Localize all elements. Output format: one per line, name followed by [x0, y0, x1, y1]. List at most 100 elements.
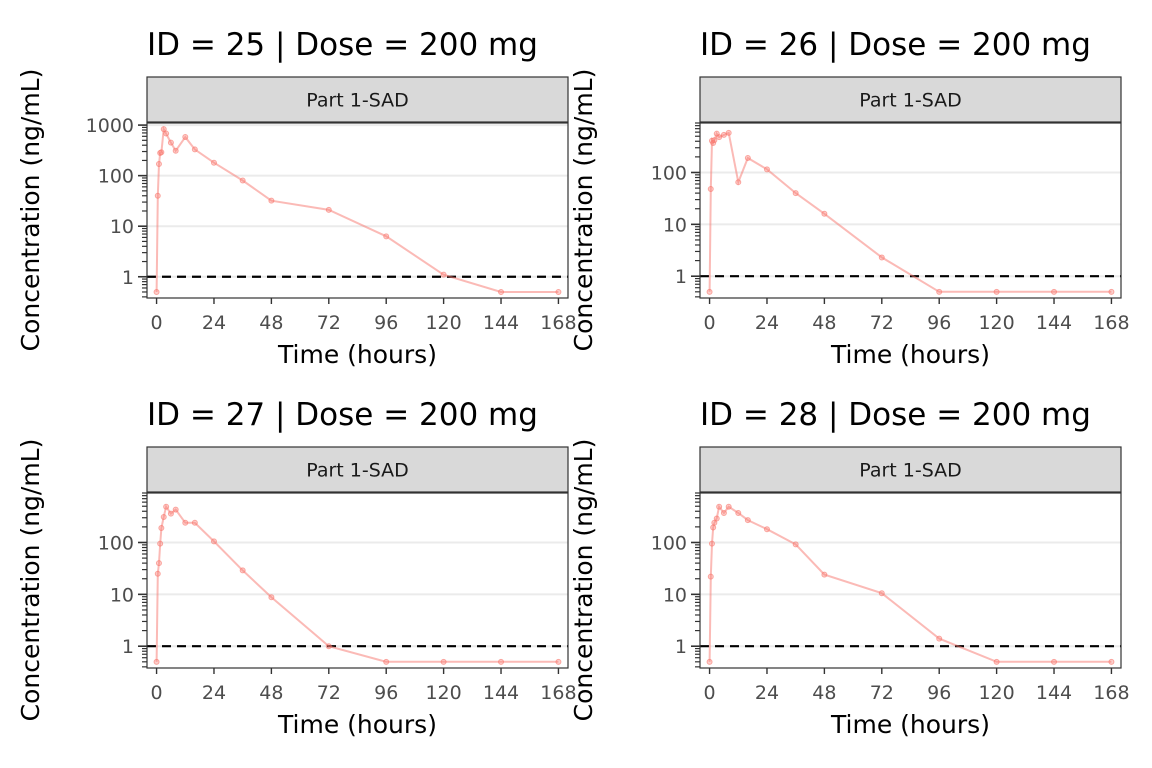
x-tick-label: 24 [755, 312, 779, 334]
data-point [735, 510, 742, 517]
x-tick-label: 24 [202, 682, 226, 704]
data-point [720, 510, 727, 517]
series-line [708, 504, 1112, 663]
data-point [555, 658, 562, 665]
data-point [440, 658, 447, 665]
x-tick-label: 24 [755, 682, 779, 704]
data-point [167, 510, 174, 517]
panel-3: ID = 27 | Dose = 200 mg Part 1-SAD 1 10 100 0… [16, 397, 577, 739]
data-point [155, 560, 162, 567]
data-point [993, 658, 1000, 665]
x-tick-label: 168 [540, 312, 576, 334]
plot-border [699, 492, 1122, 669]
data-point [706, 288, 713, 295]
y-axis-title: Concentration (ng/mL) [16, 439, 45, 722]
facet-strip-label: Part 1-SAD [306, 90, 409, 112]
x-tick-label: 48 [812, 682, 836, 704]
series-line [155, 125, 559, 293]
data-point [163, 130, 170, 137]
y-tick-label: 100 [98, 532, 134, 554]
data-point [711, 137, 718, 144]
data-point [763, 166, 770, 173]
data-point [325, 643, 332, 650]
data-point [713, 515, 720, 522]
x-tick-label: 96 [927, 312, 951, 334]
x-tick-label: 72 [870, 682, 894, 704]
data-point [172, 506, 179, 513]
data-point [1051, 288, 1058, 295]
data-point [268, 594, 275, 601]
data-point [707, 573, 714, 580]
data-point [708, 540, 715, 547]
x-tick-label: 144 [483, 312, 519, 334]
data-point [744, 517, 751, 524]
data-point [716, 134, 723, 141]
x-tick-label: 120 [425, 682, 461, 704]
y-tick-label: 1 [122, 636, 134, 658]
y-tick-label: 1 [122, 267, 134, 289]
x-tick-label: 0 [704, 682, 716, 704]
data-point [555, 288, 562, 295]
x-tick-label: 72 [317, 682, 341, 704]
x-tick-label: 144 [1036, 312, 1072, 334]
data-point [160, 514, 167, 521]
data-point [158, 525, 165, 532]
data-point [735, 179, 742, 186]
data-point [936, 288, 943, 295]
data-point [155, 160, 162, 167]
data-point [160, 126, 167, 133]
plot-border [699, 122, 1122, 299]
data-point [154, 570, 161, 577]
data-point [706, 658, 713, 665]
x-axis-title: Time (hours) [277, 710, 437, 739]
facet-strip-label: Part 1-SAD [859, 90, 962, 112]
x-tick-label: 168 [1093, 682, 1129, 704]
data-point [157, 540, 164, 547]
data-point [172, 147, 179, 154]
x-tick-label: 48 [259, 312, 283, 334]
data-point [763, 526, 770, 533]
x-tick-label: 96 [927, 682, 951, 704]
data-point [167, 139, 174, 146]
y-axis-title: Concentration (ng/mL) [16, 69, 45, 352]
data-point [383, 658, 390, 665]
data-point [1108, 658, 1115, 665]
x-axis-title: Time (hours) [830, 710, 990, 739]
facet-strip-label: Part 1-SAD [859, 460, 962, 482]
x-tick-label: 168 [540, 682, 576, 704]
data-point [725, 129, 732, 136]
x-tick-label: 96 [374, 312, 398, 334]
y-tick-label: 100 [651, 162, 687, 184]
x-tick-label: 168 [1093, 312, 1129, 334]
data-point [716, 503, 723, 510]
panel-title: ID = 27 | Dose = 200 mg [147, 397, 538, 433]
data-point [440, 271, 447, 278]
data-point [191, 146, 198, 153]
x-tick-label: 72 [870, 312, 894, 334]
plot-border [146, 492, 569, 669]
data-point [383, 233, 390, 240]
x-tick-label: 72 [317, 312, 341, 334]
facet-strip [699, 446, 1122, 493]
data-point [707, 186, 714, 193]
data-point [191, 519, 198, 526]
y-tick-label: 10 [110, 216, 134, 238]
panel-4: ID = 28 | Dose = 200 mg Part 1-SAD 1 10 100 0… [569, 397, 1130, 739]
x-tick-label: 48 [259, 682, 283, 704]
facet-strip [146, 76, 569, 123]
data-point [158, 149, 165, 156]
x-tick-label: 0 [151, 682, 163, 704]
plot-area [147, 123, 568, 298]
x-axis-title: Time (hours) [830, 340, 990, 369]
plot-area [700, 123, 1121, 298]
data-point [325, 206, 332, 213]
plot-area [700, 493, 1121, 668]
data-point [239, 567, 246, 574]
facet-strip [146, 446, 569, 493]
x-tick-label: 0 [151, 312, 163, 334]
y-tick-label: 10 [663, 214, 687, 236]
data-point [210, 538, 217, 545]
data-point [210, 159, 217, 166]
panel-title: ID = 26 | Dose = 200 mg [700, 27, 1091, 63]
x-tick-label: 120 [978, 682, 1014, 704]
